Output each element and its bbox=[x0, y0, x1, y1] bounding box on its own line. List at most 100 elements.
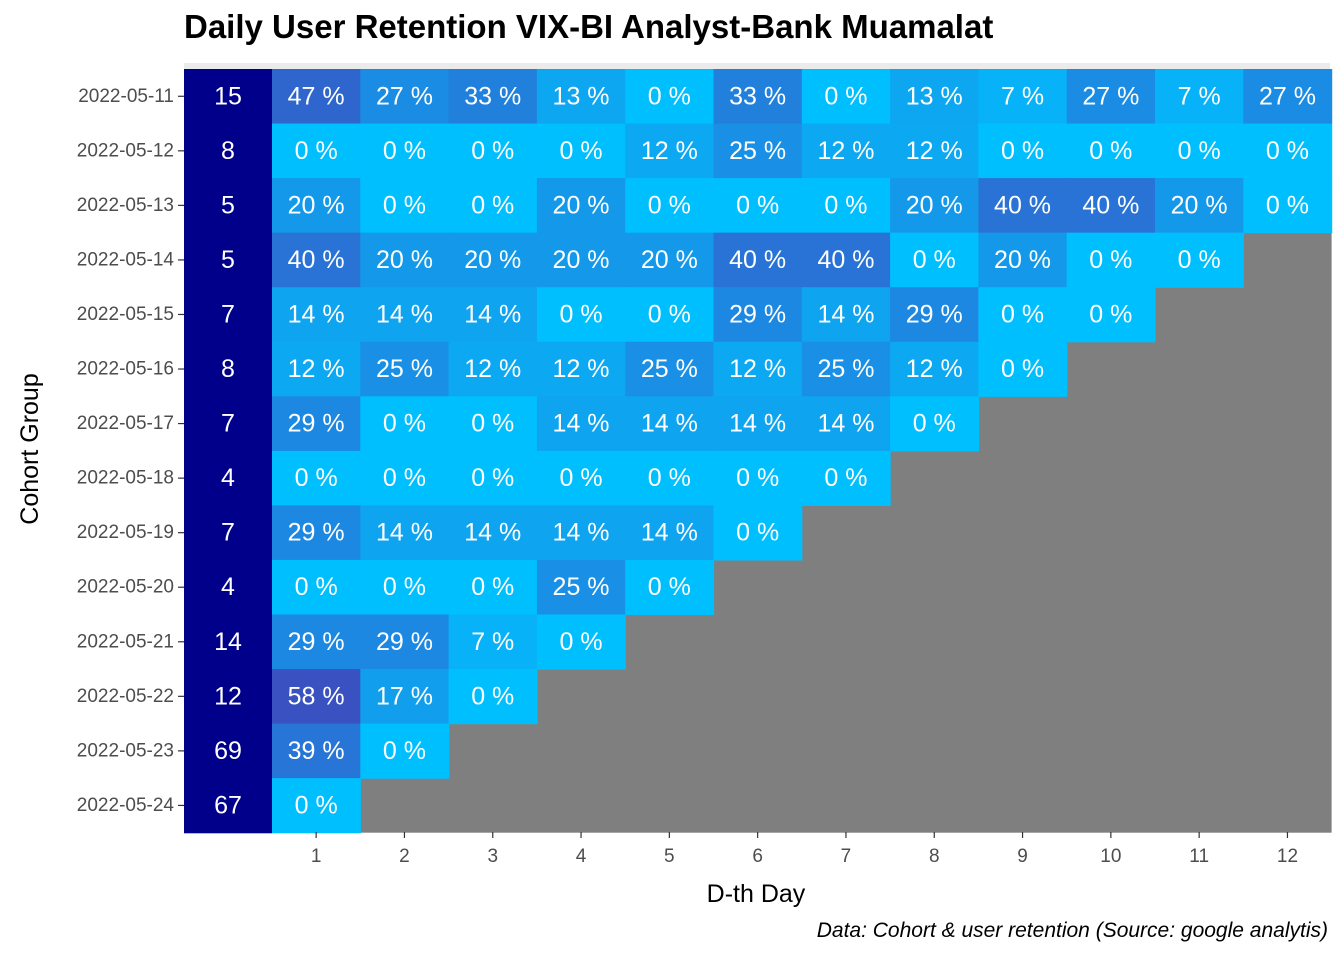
retention-value-label: 0 % bbox=[648, 300, 691, 328]
retention-cell bbox=[536, 232, 626, 288]
retention-value-label: 0 % bbox=[471, 137, 514, 165]
cohort-size-label: 7 bbox=[221, 519, 235, 547]
retention-value-label: 0 % bbox=[560, 300, 603, 328]
retention-cell bbox=[1243, 69, 1333, 125]
retention-cell bbox=[1243, 178, 1333, 234]
retention-value-label: 25 % bbox=[641, 355, 698, 383]
retention-cell bbox=[625, 396, 715, 452]
retention-value-label: 14 % bbox=[464, 300, 521, 328]
retention-value-label: 0 % bbox=[295, 573, 338, 601]
retention-value-label: 0 % bbox=[913, 410, 956, 438]
retention-cell bbox=[536, 614, 626, 670]
retention-cell bbox=[536, 341, 626, 397]
retention-value-label: 0 % bbox=[648, 82, 691, 110]
retention-value-label: 13 % bbox=[553, 82, 610, 110]
y-tick-label: 2022-05-17 bbox=[77, 413, 174, 434]
retention-value-label: 47 % bbox=[288, 82, 345, 110]
x-tick-label: 1 bbox=[311, 846, 322, 867]
retention-value-label: 0 % bbox=[471, 191, 514, 219]
retention-cell bbox=[360, 69, 450, 125]
cohort-size-label: 4 bbox=[221, 573, 235, 601]
retention-value-label: 0 % bbox=[1001, 355, 1044, 383]
retention-value-label: 12 % bbox=[906, 137, 963, 165]
cohort-size-cell bbox=[184, 450, 272, 506]
retention-cell bbox=[1155, 69, 1244, 125]
retention-cell bbox=[713, 505, 803, 561]
retention-cell bbox=[360, 123, 450, 179]
retention-cell bbox=[890, 396, 979, 452]
retention-value-label: 0 % bbox=[383, 191, 426, 219]
retention-value-label: 14 % bbox=[641, 519, 698, 547]
retention-value-label: 0 % bbox=[560, 137, 603, 165]
retention-cell bbox=[360, 723, 450, 779]
retention-cell bbox=[360, 232, 450, 288]
retention-value-label: 0 % bbox=[736, 191, 779, 219]
retention-cell bbox=[272, 614, 361, 670]
y-tick-label: 2022-05-16 bbox=[77, 359, 174, 380]
retention-cell bbox=[536, 559, 626, 616]
retention-cell bbox=[1066, 178, 1156, 234]
retention-value-label: 20 % bbox=[641, 246, 698, 274]
retention-cell bbox=[890, 178, 979, 234]
retention-value-label: 40 % bbox=[729, 246, 786, 274]
retention-value-label: 27 % bbox=[376, 82, 433, 110]
retention-cell bbox=[801, 341, 891, 397]
retention-cell bbox=[536, 450, 626, 506]
cohort-size-cell bbox=[184, 341, 272, 397]
y-tick-label: 2022-05-19 bbox=[77, 522, 174, 543]
retention-value-label: 12 % bbox=[906, 355, 963, 383]
cohort-size-label: 15 bbox=[214, 82, 242, 110]
retention-cell bbox=[890, 232, 979, 288]
cohort-size-label: 8 bbox=[221, 355, 235, 383]
retention-cell bbox=[448, 396, 538, 452]
retention-cell bbox=[625, 450, 715, 506]
retention-value-label: 12 % bbox=[288, 355, 345, 383]
retention-cell bbox=[1066, 287, 1156, 343]
retention-value-label: 12 % bbox=[464, 355, 521, 383]
retention-value-label: 0 % bbox=[383, 410, 426, 438]
y-tick-label: 2022-05-21 bbox=[77, 631, 174, 652]
retention-value-label: 20 % bbox=[994, 246, 1051, 274]
retention-value-label: 0 % bbox=[824, 191, 867, 219]
retention-cell bbox=[890, 287, 979, 343]
chart-caption: Data: Cohort & user retention (Source: g… bbox=[816, 919, 1328, 942]
retention-cell bbox=[625, 178, 715, 234]
retention-value-label: 58 % bbox=[288, 682, 345, 710]
retention-cell bbox=[272, 669, 361, 725]
cohort-size-cell bbox=[184, 69, 272, 125]
cohort-size-cell bbox=[184, 723, 272, 779]
x-tick-label: 3 bbox=[487, 846, 498, 867]
retention-cell bbox=[448, 287, 538, 343]
y-axis-title: Cohort Group bbox=[16, 373, 44, 524]
retention-value-label: 0 % bbox=[1266, 137, 1309, 165]
retention-value-label: 0 % bbox=[560, 464, 603, 492]
retention-cell bbox=[272, 123, 361, 179]
retention-value-label: 12 % bbox=[729, 355, 786, 383]
retention-cell bbox=[713, 287, 803, 343]
retention-cell bbox=[1243, 123, 1333, 179]
y-tick-label: 2022-05-24 bbox=[77, 795, 175, 816]
retention-value-label: 29 % bbox=[906, 300, 963, 328]
retention-value-label: 20 % bbox=[464, 246, 521, 274]
retention-value-label: 0 % bbox=[560, 628, 603, 656]
retention-cell bbox=[448, 559, 538, 616]
y-tick-label: 2022-05-20 bbox=[77, 577, 174, 598]
retention-value-label: 12 % bbox=[817, 137, 874, 165]
retention-cell bbox=[272, 341, 361, 397]
retention-value-label: 14 % bbox=[817, 300, 874, 328]
x-tick-label: 10 bbox=[1100, 846, 1121, 867]
retention-value-label: 29 % bbox=[288, 519, 345, 547]
retention-value-label: 39 % bbox=[288, 737, 345, 765]
retention-cell bbox=[801, 287, 891, 343]
retention-cell bbox=[1155, 178, 1244, 234]
retention-cell bbox=[978, 341, 1068, 397]
cohort-size-label: 14 bbox=[214, 628, 242, 656]
retention-value-label: 0 % bbox=[648, 573, 691, 601]
retention-cell bbox=[801, 178, 891, 234]
retention-cell bbox=[978, 178, 1068, 234]
retention-cell bbox=[360, 669, 450, 725]
retention-value-label: 0 % bbox=[1178, 246, 1221, 274]
y-tick-label: 2022-05-13 bbox=[77, 195, 174, 216]
cohort-size-cell bbox=[184, 505, 272, 561]
retention-value-label: 0 % bbox=[736, 464, 779, 492]
